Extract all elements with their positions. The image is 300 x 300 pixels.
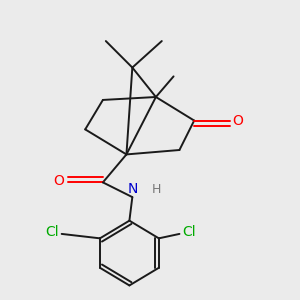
Text: N: N: [127, 182, 137, 196]
Text: O: O: [232, 114, 243, 128]
Text: Cl: Cl: [182, 225, 196, 239]
Text: H: H: [152, 183, 161, 196]
Text: Cl: Cl: [45, 225, 59, 239]
Text: O: O: [54, 174, 64, 188]
